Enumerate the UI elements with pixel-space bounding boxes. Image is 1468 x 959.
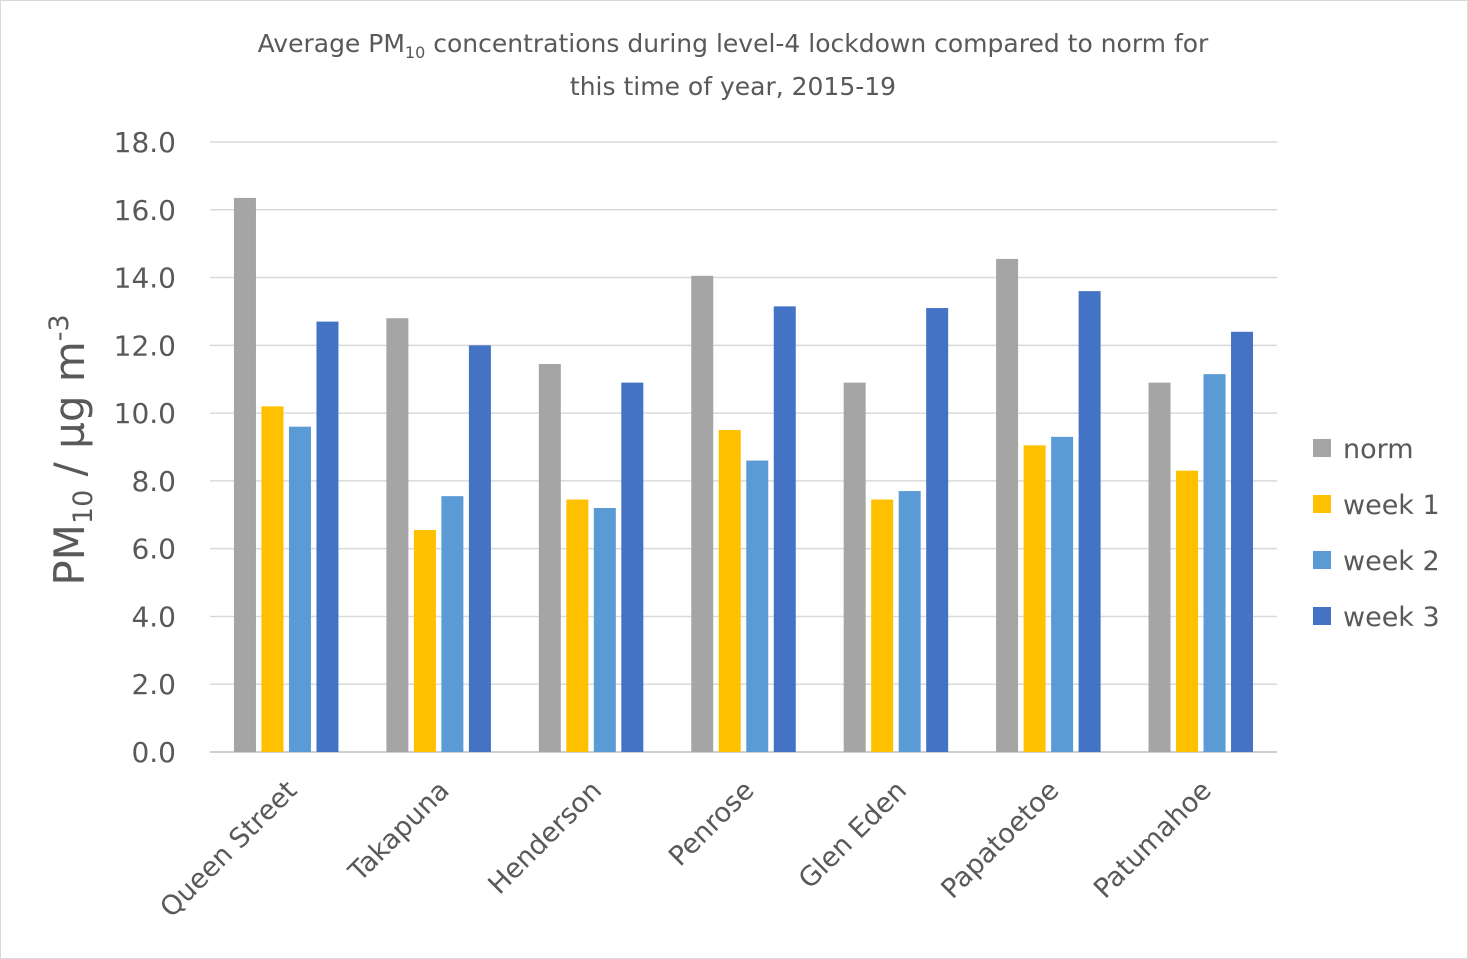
bar — [1203, 374, 1226, 752]
y-tick-label: 14.0 — [114, 262, 176, 295]
y-label-part: PM — [45, 524, 94, 586]
bar — [691, 275, 714, 752]
title-part: concentrations during level-4 lockdown c… — [425, 29, 1209, 58]
legend-swatch — [1313, 439, 1331, 457]
chart-title: Average PM10 concentrations during level… — [258, 29, 1209, 62]
bar — [316, 321, 339, 752]
y-tick-label: 0.0 — [131, 736, 176, 769]
bar — [718, 430, 741, 752]
y-tick-label: 4.0 — [131, 600, 176, 633]
bar — [621, 382, 644, 752]
y-tick-label: 10.0 — [114, 397, 176, 430]
legend-swatch — [1313, 495, 1331, 513]
bar — [593, 508, 616, 752]
bar — [1023, 445, 1046, 752]
y-tick-label: 2.0 — [131, 668, 176, 701]
legend-label: week 1 — [1343, 490, 1440, 521]
y-tick-label: 16.0 — [114, 194, 176, 227]
y-tick-label: 8.0 — [131, 465, 176, 498]
bar — [566, 499, 589, 752]
bar — [898, 491, 921, 752]
legend-label: norm — [1343, 434, 1414, 465]
bar — [261, 406, 284, 752]
y-axis-label: PM10 / µg m-3 — [44, 314, 99, 585]
legend-label: week 2 — [1343, 546, 1440, 577]
legend-swatch — [1313, 551, 1331, 569]
bar — [926, 308, 949, 752]
bar — [538, 363, 561, 752]
y-label-part: / µg m — [45, 341, 94, 490]
title-part: Average PM — [258, 29, 405, 58]
bar — [1051, 436, 1074, 752]
legend-swatch — [1313, 607, 1331, 625]
bar — [441, 496, 464, 752]
bar — [746, 460, 769, 752]
y-label-subscript: 10 — [68, 490, 99, 524]
y-tick-label: 12.0 — [114, 329, 176, 362]
bar — [1176, 470, 1199, 752]
y-label-superscript: -3 — [44, 314, 75, 341]
chart-title: this time of year, 2015-19 — [570, 72, 896, 101]
bar — [773, 306, 796, 752]
legend-label: week 3 — [1343, 602, 1440, 633]
title-subscript: 10 — [405, 43, 425, 62]
bar — [1231, 331, 1254, 752]
bar — [468, 345, 491, 752]
y-tick-label: 18.0 — [114, 126, 176, 159]
bar — [1078, 291, 1101, 752]
bar — [413, 530, 436, 752]
bar — [233, 197, 256, 752]
bar — [871, 499, 894, 752]
bar — [386, 318, 409, 752]
bar — [843, 382, 866, 752]
bar — [1148, 382, 1171, 752]
bar — [288, 426, 311, 752]
bar — [996, 258, 1019, 752]
y-tick-label: 6.0 — [131, 533, 176, 566]
